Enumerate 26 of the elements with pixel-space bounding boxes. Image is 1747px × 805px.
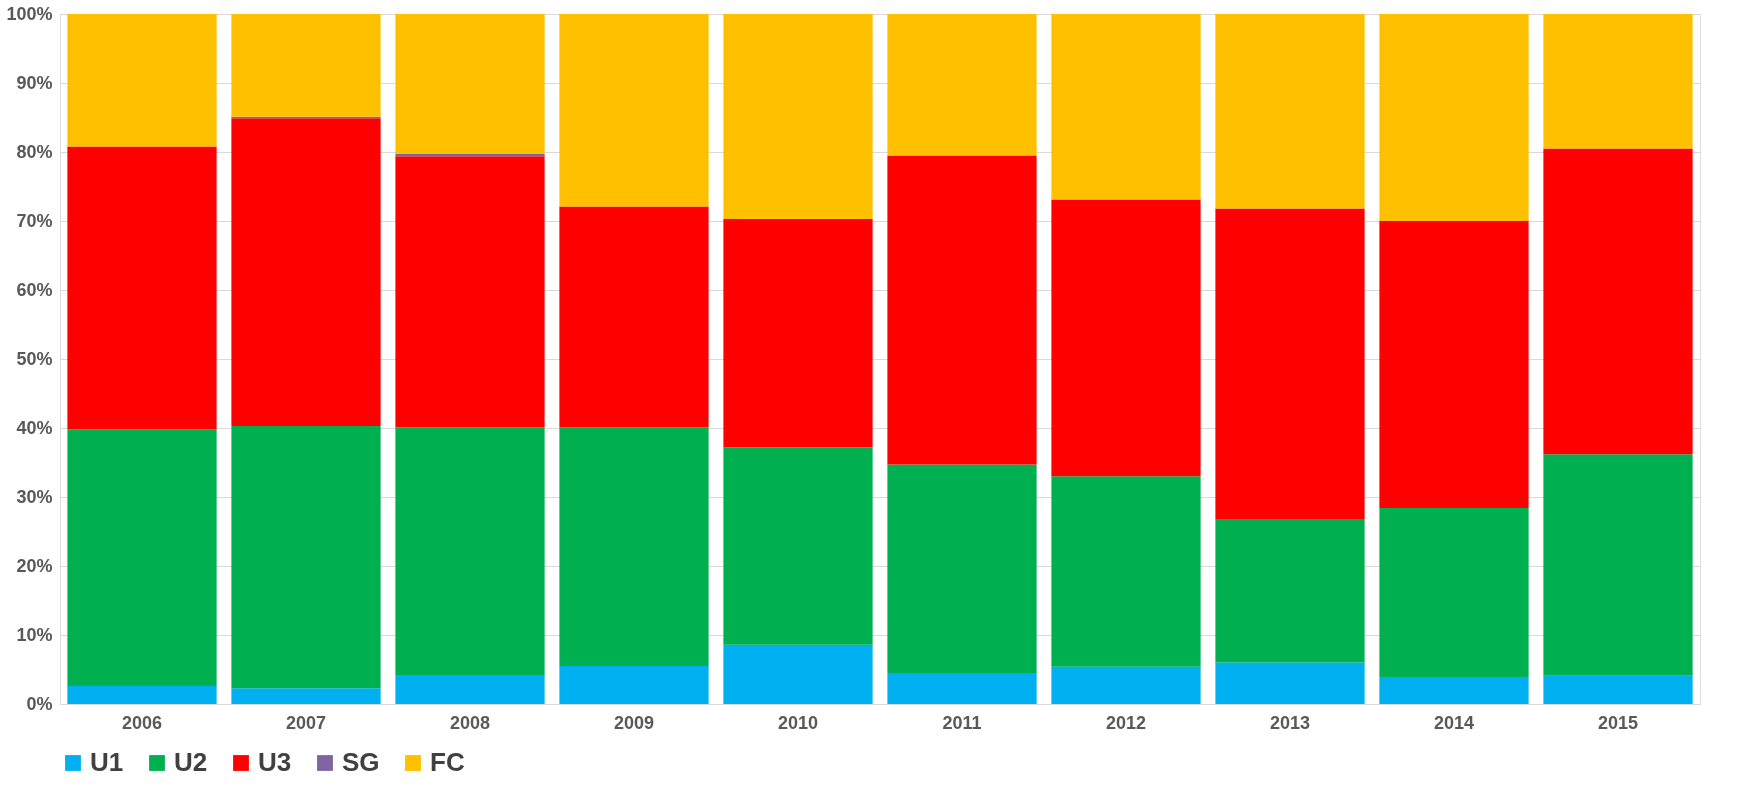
legend-label: SG <box>342 747 380 777</box>
y-tick-label: 30% <box>16 486 53 507</box>
x-tick-label: 2011 <box>942 712 982 733</box>
legend-label: FC <box>430 747 465 777</box>
y-tick-label: 20% <box>16 555 53 576</box>
y-tick-label: 0% <box>26 693 53 714</box>
x-tick-label: 2012 <box>1105 712 1147 733</box>
x-tick-label: 2008 <box>449 712 491 733</box>
x-tick-label: 2010 <box>777 712 819 733</box>
y-tick-label: 70% <box>16 210 53 231</box>
y-tick-label: 40% <box>16 417 53 438</box>
y-tick-label: 90% <box>16 72 53 93</box>
y-tick-label: 60% <box>16 279 53 300</box>
x-tick-label: 2006 <box>121 712 163 733</box>
x-tick-label: 2009 <box>613 712 655 733</box>
y-tick-label: 50% <box>16 348 53 369</box>
x-tick-label: 2013 <box>1269 712 1311 733</box>
y-tick-label: 100% <box>6 3 53 24</box>
x-tick-label: 2015 <box>1597 712 1639 733</box>
legend-label: U1 <box>90 747 124 777</box>
legend-label: U3 <box>258 747 292 777</box>
legend-label: U2 <box>174 747 208 777</box>
y-tick-label: 80% <box>16 141 53 162</box>
y-tick-label: 10% <box>16 624 53 645</box>
x-tick-label: 2007 <box>285 712 327 733</box>
x-tick-label: 2014 <box>1433 712 1475 733</box>
